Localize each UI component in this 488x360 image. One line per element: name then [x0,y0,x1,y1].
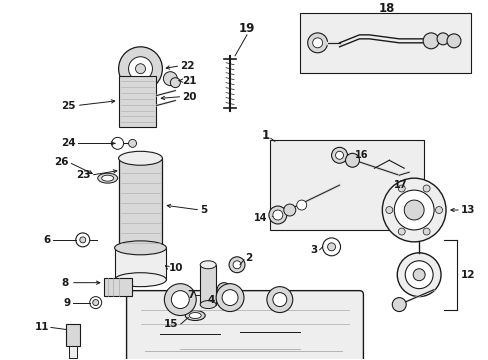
Text: 17: 17 [393,180,407,190]
Bar [114,248,166,280]
Circle shape [90,297,102,309]
Circle shape [435,207,442,213]
Circle shape [268,206,286,224]
Text: 5: 5 [200,205,207,215]
Circle shape [405,261,432,289]
Text: 18: 18 [378,3,395,15]
Ellipse shape [114,273,166,287]
Circle shape [422,33,438,49]
Text: 13: 13 [460,205,474,215]
Circle shape [393,190,433,230]
Circle shape [216,284,244,311]
Circle shape [283,204,295,216]
Bar [269,140,423,230]
Circle shape [307,33,327,53]
Bar [69,346,77,358]
Circle shape [397,185,405,192]
Circle shape [382,178,445,242]
Circle shape [272,293,286,307]
Circle shape [76,233,90,247]
Circle shape [266,287,292,312]
Circle shape [397,228,405,235]
Circle shape [222,290,238,306]
Text: 25: 25 [61,100,76,111]
Bar [299,13,470,73]
Circle shape [422,228,429,235]
Ellipse shape [114,241,166,255]
Text: 6: 6 [43,235,51,245]
Ellipse shape [121,159,160,171]
Text: 9: 9 [63,298,71,307]
Circle shape [128,57,152,81]
Text: 21: 21 [182,76,196,86]
Text: 8: 8 [61,278,69,288]
Circle shape [221,287,226,293]
Text: 26: 26 [54,157,69,167]
Circle shape [391,298,406,311]
Text: 12: 12 [460,270,474,280]
Text: 2: 2 [244,253,252,263]
Circle shape [217,283,231,297]
Text: 3: 3 [310,245,317,255]
Text: 7: 7 [186,289,194,300]
Circle shape [164,284,196,315]
Ellipse shape [200,261,216,269]
Circle shape [233,261,241,269]
FancyBboxPatch shape [126,291,363,360]
Circle shape [331,147,347,163]
Ellipse shape [185,311,205,320]
Circle shape [327,243,335,251]
Ellipse shape [200,301,216,309]
Circle shape [322,238,340,256]
Bar [200,265,216,305]
Ellipse shape [189,312,201,319]
Text: 15: 15 [163,319,178,329]
Circle shape [228,257,244,273]
Circle shape [335,151,343,159]
Text: 16: 16 [354,150,367,160]
Text: 14: 14 [254,213,267,223]
Bar [119,76,156,127]
Circle shape [119,47,162,91]
Ellipse shape [102,175,113,181]
Circle shape [404,200,423,220]
Text: 23: 23 [76,170,91,180]
Circle shape [135,64,145,74]
Text: 10: 10 [168,263,183,273]
Circle shape [436,33,448,45]
Text: 22: 22 [180,61,194,71]
Text: 11: 11 [34,323,49,332]
Text: 1: 1 [262,129,269,142]
Circle shape [170,78,180,87]
Circle shape [345,153,359,167]
Text: 4: 4 [207,294,215,305]
Circle shape [171,291,189,309]
Bar [119,158,162,248]
Circle shape [396,253,440,297]
Circle shape [296,200,306,210]
Bar [66,324,80,346]
Text: 20: 20 [182,91,196,102]
Text: 24: 24 [61,138,76,148]
Bar [103,278,131,296]
Text: 19: 19 [238,22,255,35]
Circle shape [111,138,123,149]
Circle shape [93,300,99,306]
Circle shape [422,185,429,192]
Circle shape [128,139,136,147]
Circle shape [272,210,282,220]
Ellipse shape [126,162,154,169]
Circle shape [385,207,392,213]
Ellipse shape [119,151,162,165]
Circle shape [312,38,322,48]
Circle shape [80,237,85,243]
Circle shape [163,72,177,86]
Circle shape [412,269,424,281]
Circle shape [446,34,460,48]
Ellipse shape [98,173,118,183]
